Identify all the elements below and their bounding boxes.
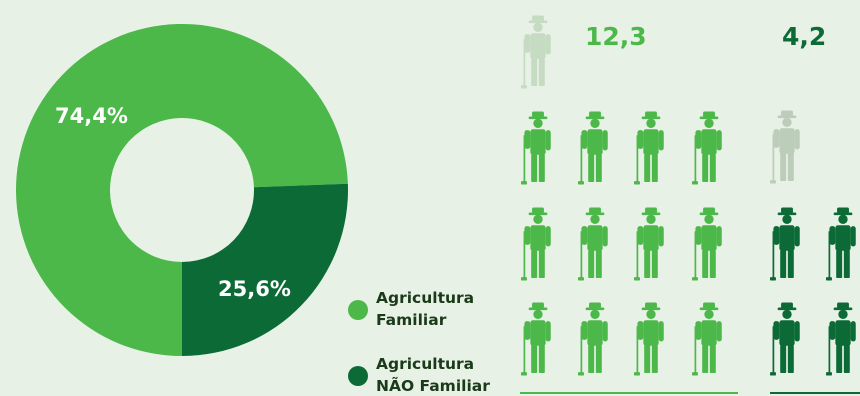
total-label-nao-familiar: 4,2	[782, 22, 826, 51]
farmer-icon	[634, 111, 664, 185]
legend-label-nao-familiar-line2: NÃO Familiar	[376, 376, 490, 395]
farmer-icon-partial	[770, 110, 800, 184]
farmer-icon	[692, 207, 722, 281]
farmer-icon	[578, 111, 608, 185]
slice-nao-familiar	[182, 183, 348, 356]
legend-label-familiar-line1: Agricultura	[376, 289, 474, 307]
legend-label-nao-familiar-line1: Agricultura	[376, 355, 474, 373]
farmer-icon	[634, 207, 664, 281]
farmer-icon	[770, 207, 800, 281]
farmer-icon	[521, 302, 551, 376]
legend-swatch-nao-familiar	[348, 366, 368, 386]
farmer-icon	[521, 111, 551, 185]
farmer-icon-partial	[521, 15, 551, 89]
legend-label-familiar-line2: Familiar	[376, 311, 447, 329]
farmer-icon	[578, 302, 608, 376]
farmer-icon	[578, 207, 608, 281]
donut-chart	[15, 23, 348, 357]
farmer-icon	[770, 302, 800, 376]
farmer-icon	[634, 302, 664, 376]
total-label-familiar: 12,3	[585, 22, 647, 51]
farmer-icon	[521, 207, 551, 281]
baseline-nao-familiar	[770, 392, 860, 394]
pct-label-nao-familiar: 25,6%	[218, 277, 291, 301]
baseline-familiar	[520, 392, 738, 394]
slice-familiar	[15, 23, 348, 357]
pictograph-familiar	[521, 15, 722, 376]
farmer-icon	[692, 302, 722, 376]
legend-swatch-familiar	[348, 300, 368, 320]
pictograph-nao-familiar	[770, 110, 856, 376]
pct-label-familiar: 74,4%	[55, 104, 128, 128]
farmer-icon	[826, 207, 856, 281]
farmer-icon	[826, 302, 856, 376]
farmer-icon	[692, 111, 722, 185]
